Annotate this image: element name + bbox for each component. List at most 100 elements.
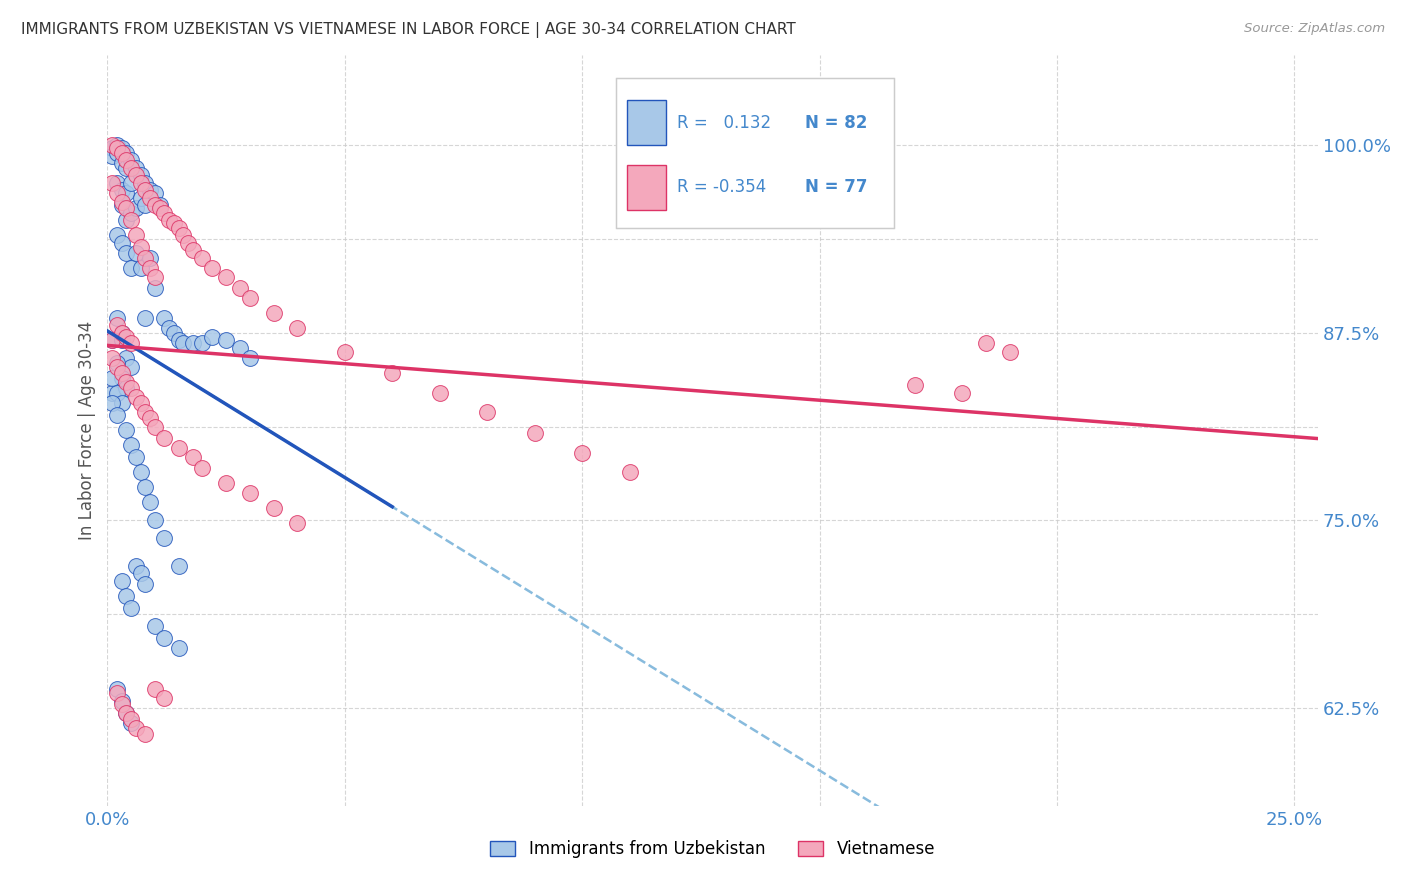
Point (191, 336, 214, 351)
Point (950, 385, 973, 400)
Point (105, 318, 128, 333)
Point (125, 201, 148, 215)
Point (134, 405, 156, 419)
Point (120, 716, 142, 731)
Point (285, 321, 308, 335)
Point (215, 270, 238, 285)
Point (285, 516, 308, 531)
Point (157, 213, 180, 227)
Point (172, 228, 194, 243)
Point (181, 336, 204, 351)
Point (167, 442, 190, 456)
Point (125, 168, 148, 182)
Point (105, 385, 128, 400)
Point (111, 195, 134, 210)
Point (153, 431, 176, 445)
Point (903, 378, 925, 392)
Point (167, 334, 190, 348)
Point (153, 690, 176, 705)
Point (101, 334, 124, 348)
Point (167, 641, 190, 656)
Point (157, 321, 180, 335)
Point (105, 138, 128, 153)
Point (111, 396, 134, 410)
Point (201, 261, 224, 276)
Point (115, 213, 138, 227)
Point (101, 138, 124, 153)
Point (105, 360, 128, 375)
Point (115, 351, 138, 366)
Point (229, 281, 252, 295)
Point (125, 246, 148, 260)
Point (111, 367, 134, 381)
Point (101, 334, 124, 348)
Point (167, 558, 190, 573)
Point (115, 201, 138, 215)
Point (177, 235, 200, 250)
Point (429, 385, 451, 400)
Point (139, 495, 162, 509)
Point (143, 681, 166, 696)
Point (105, 176, 128, 190)
Point (105, 310, 128, 325)
Point (111, 697, 134, 711)
Point (239, 291, 262, 305)
Point (115, 153, 138, 168)
Point (115, 330, 138, 344)
Point (139, 261, 162, 276)
Point (139, 183, 162, 197)
Point (153, 631, 176, 645)
Point (229, 341, 252, 355)
Point (111, 693, 134, 707)
Point (191, 251, 214, 265)
Point (134, 726, 156, 740)
Point (111, 156, 134, 170)
Point (143, 270, 166, 285)
Point (111, 235, 134, 250)
Point (153, 532, 176, 546)
Point (115, 381, 138, 395)
Point (120, 600, 142, 615)
Point (115, 706, 138, 720)
Point (143, 513, 166, 527)
Point (619, 466, 641, 480)
Point (172, 336, 194, 351)
Point (239, 351, 262, 366)
Point (120, 176, 142, 190)
Point (111, 326, 134, 340)
Point (153, 310, 176, 325)
Point (163, 216, 186, 230)
Point (143, 618, 166, 632)
Point (153, 206, 176, 220)
Point (105, 409, 128, 423)
Point (105, 681, 128, 696)
Point (381, 367, 404, 381)
Point (111, 334, 134, 348)
Point (125, 450, 148, 465)
Point (134, 176, 156, 190)
Point (115, 424, 138, 438)
Point (134, 576, 156, 591)
Text: Source: ZipAtlas.com: Source: ZipAtlas.com (1244, 22, 1385, 36)
Point (134, 480, 156, 494)
Point (120, 213, 142, 227)
Point (239, 486, 262, 500)
Point (101, 371, 124, 385)
Point (129, 176, 152, 190)
Point (143, 186, 166, 201)
Point (120, 336, 142, 351)
Point (181, 244, 204, 258)
Point (263, 306, 285, 320)
Point (115, 186, 138, 201)
Point (120, 360, 142, 375)
Point (115, 145, 138, 160)
Point (125, 161, 148, 175)
Point (333, 345, 356, 359)
Point (120, 161, 142, 175)
Point (129, 168, 152, 182)
Point (111, 141, 134, 155)
Point (215, 475, 238, 490)
Point (105, 228, 128, 243)
Point (139, 251, 162, 265)
Point (149, 201, 172, 215)
